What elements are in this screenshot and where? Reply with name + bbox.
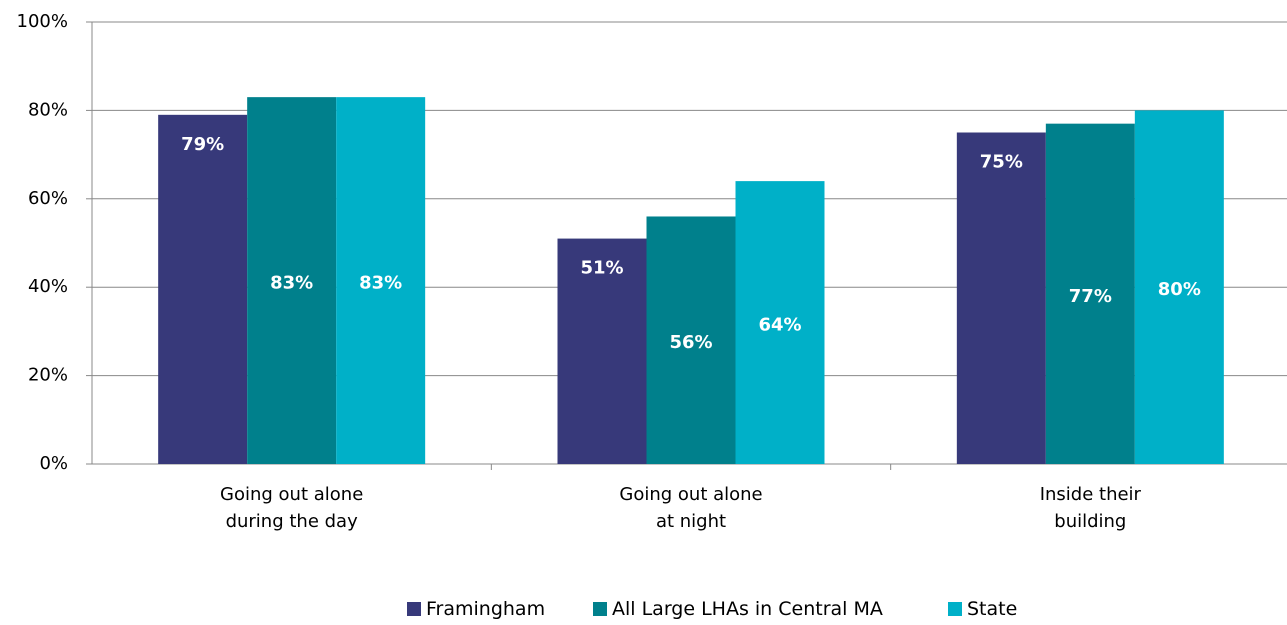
x-tick-label: Inside their building [1039, 484, 1141, 532]
bar [1134, 110, 1224, 465]
legend-swatch [407, 602, 421, 616]
legend-label: Framingham [426, 598, 546, 620]
x-tick-label: Going out alone during the day [220, 484, 364, 532]
data-label: 79% [181, 134, 224, 155]
data-label: 51% [580, 258, 623, 279]
data-label: 83% [359, 273, 402, 294]
legend-label: All Large LHAs in Central MA [612, 598, 883, 620]
data-label: 75% [980, 152, 1023, 173]
legend-swatch [948, 602, 962, 616]
data-label: 56% [669, 332, 712, 353]
legend-label: State [967, 598, 1018, 620]
bar [336, 97, 426, 464]
y-tick-label: 40% [28, 276, 68, 297]
legend-item: Framingham [407, 598, 545, 620]
data-label: 77% [1069, 286, 1112, 307]
y-tick-label: 80% [28, 99, 68, 120]
data-label: 64% [758, 315, 801, 336]
x-tick-label: Going out alone at night [619, 484, 763, 532]
legend-item: All Large LHAs in Central MA [593, 598, 883, 620]
y-tick-label: 0% [39, 453, 68, 474]
bar [646, 216, 736, 464]
legend-item: State [948, 598, 1017, 620]
y-tick-label: 20% [28, 365, 68, 386]
data-label: 83% [270, 273, 313, 294]
data-label: 80% [1158, 279, 1201, 300]
y-tick-label: 100% [17, 11, 68, 32]
legend-swatch [593, 602, 607, 616]
bar [247, 97, 337, 464]
bar [735, 181, 825, 464]
bar [158, 114, 248, 464]
bar [557, 238, 647, 464]
bar [956, 132, 1046, 464]
y-tick-label: 60% [28, 188, 68, 209]
bar [1045, 123, 1135, 464]
